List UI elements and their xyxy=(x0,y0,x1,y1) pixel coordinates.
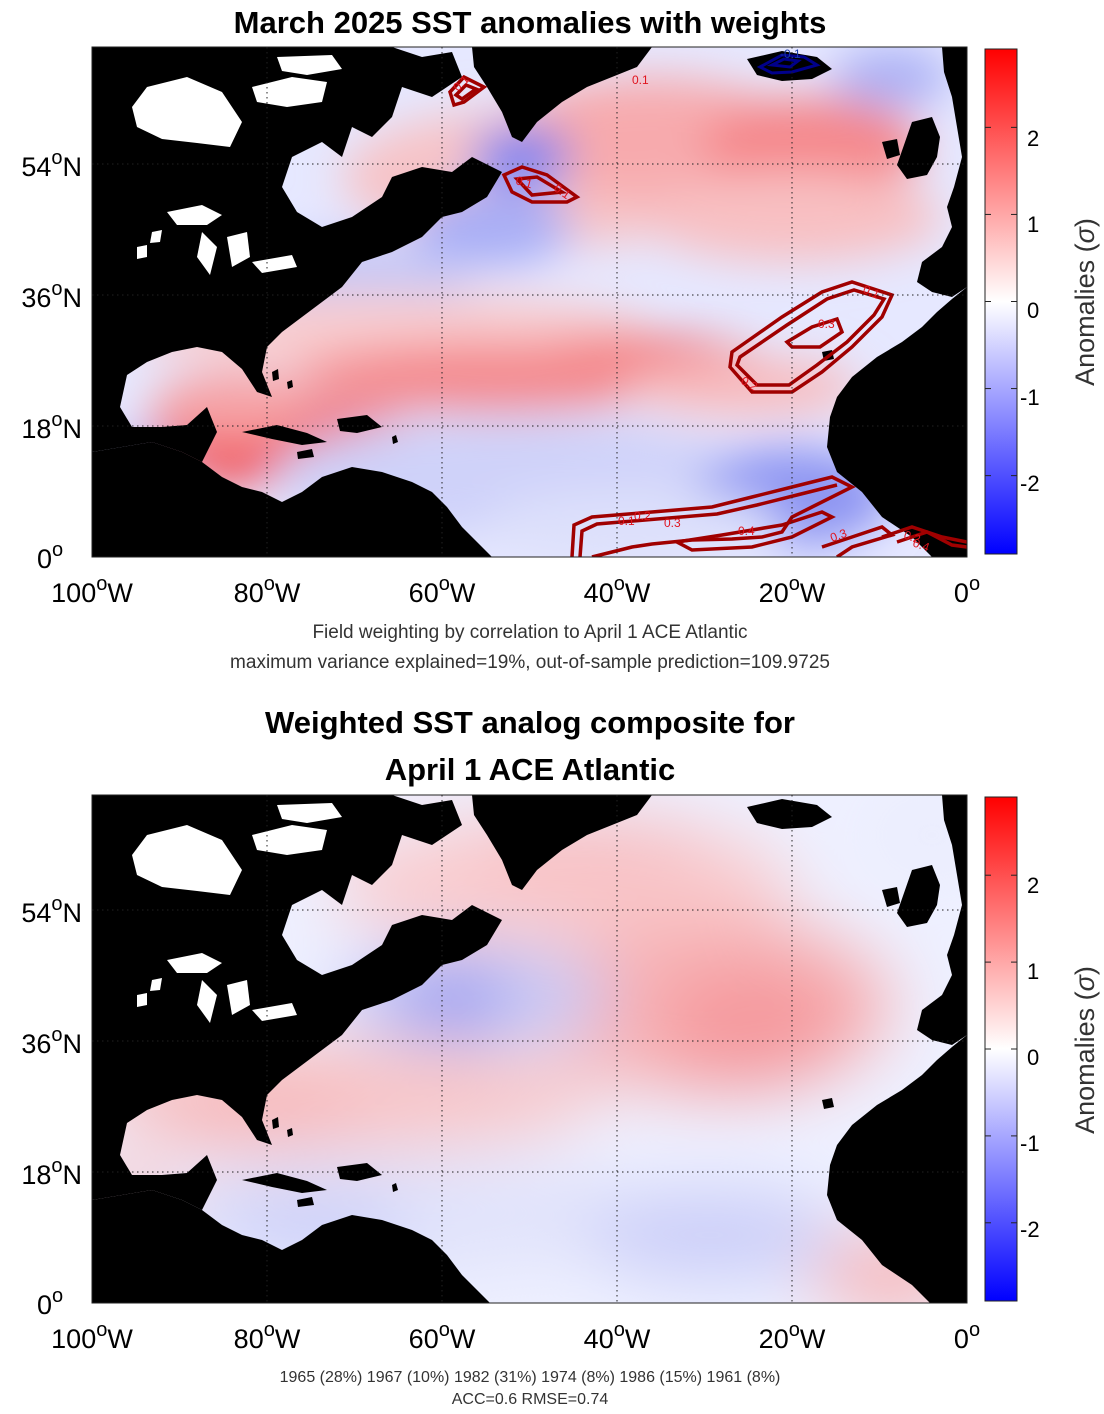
x-tick-label: 20oW xyxy=(759,573,826,608)
colorbar-tick: 0 xyxy=(1027,1045,1039,1070)
top-map xyxy=(92,47,967,557)
contour-label: 0.4 xyxy=(911,536,932,555)
colorbar-label: Anomalies (σ) xyxy=(1070,966,1100,1134)
svg-text:36oN: 36oN xyxy=(21,278,82,313)
bottom-map xyxy=(92,795,967,1303)
contour-label: 0.1 xyxy=(618,514,635,528)
top-y-axis: 0o 18oN 36oN 54oN xyxy=(21,147,82,574)
y-tick-label: 0o xyxy=(37,539,63,574)
colorbar-tick: 2 xyxy=(1027,873,1039,898)
y-tick-label: 54oN xyxy=(21,893,82,928)
svg-text:54oN: 54oN xyxy=(21,147,82,182)
x-tick-label: 100oW xyxy=(51,1319,133,1354)
x-tick-label: 80oW xyxy=(234,573,301,608)
top-gridlines xyxy=(92,47,967,557)
y-tick-label: 54oN xyxy=(21,147,82,182)
svg-text:0o: 0o xyxy=(37,539,63,574)
y-tick-label: 36oN xyxy=(21,1024,82,1059)
colorbar-tick: 2 xyxy=(1027,126,1039,151)
contour-label: 0.3 xyxy=(828,526,849,545)
contour-label: 0.1 xyxy=(514,173,534,191)
top-x-axis: 100oW 80oW 60oW 40oW 20oW 0o xyxy=(51,573,980,608)
x-tick-label: 40oW xyxy=(584,573,651,608)
top-anomaly-field xyxy=(92,47,967,557)
colorbar-tick: -2 xyxy=(1020,471,1040,496)
x-tick-label: 20oW xyxy=(759,1319,826,1354)
contour-label: 0.1 xyxy=(861,282,882,302)
x-tick-label: 60oW xyxy=(409,573,476,608)
colorbar-tick: 1 xyxy=(1027,212,1039,237)
contour-label: 0.4 xyxy=(738,524,755,538)
colorbar-tick: -1 xyxy=(1020,1131,1040,1156)
contour-label: 0.2 xyxy=(634,509,651,523)
top-subtitle-line-1: Field weighting by correlation to April … xyxy=(312,622,747,643)
x-tick-label: 0o xyxy=(954,573,980,608)
svg-text:18oN: 18oN xyxy=(21,409,82,444)
top-axes-frame xyxy=(91,46,968,558)
colorbar-tick: -1 xyxy=(1020,385,1040,410)
bottom-axes-frame xyxy=(91,794,968,1304)
bottom-panel: Weighted SST analog composite for April … xyxy=(21,705,1100,1408)
x-tick-label: 60oW xyxy=(409,1319,476,1354)
x-tick-label: 40oW xyxy=(584,1319,651,1354)
contour-label: 0.3 xyxy=(664,516,681,530)
y-tick-label: 18oN xyxy=(21,409,82,444)
x-tick-label: 0o xyxy=(954,1319,980,1354)
contour-label: 0.2 xyxy=(902,528,923,547)
y-tick-label: 0o xyxy=(37,1285,63,1320)
bottom-subtitle-skill: ACC=0.6 RMSE=0.74 xyxy=(452,1391,609,1408)
bottom-anomaly-field xyxy=(92,795,967,1303)
contour-label: 0.1 xyxy=(632,73,649,87)
top-negative-contour xyxy=(756,53,821,75)
colorbar-tick: 0 xyxy=(1027,298,1039,323)
colorbar-tick: 1 xyxy=(1027,959,1039,984)
x-tick-label: 80oW xyxy=(234,1319,301,1354)
y-tick-label: 36oN xyxy=(21,278,82,313)
top-colorbar: 2 1 0 -1 -2 Anomalies (σ) xyxy=(984,48,1100,555)
top-title: March 2025 SST anomalies with weights xyxy=(234,5,827,40)
bottom-x-axis: 100oW 80oW 60oW 40oW 20oW 0o xyxy=(51,1319,980,1354)
bottom-colorbar: 2 1 0 -1 -2 Anomalies (σ) xyxy=(984,796,1100,1302)
bottom-gridlines xyxy=(92,795,967,1303)
bottom-title-line-2: April 1 ACE Atlantic xyxy=(385,752,676,787)
contour-label: -0.1 xyxy=(780,47,801,61)
top-panel: March 2025 SST anomalies with weights xyxy=(21,5,1100,673)
top-subtitle-line-2: maximum variance explained=19%, out-of-s… xyxy=(230,652,830,673)
bottom-subtitle-analogs: 1965 (28%) 1967 (10%) 1982 (31%) 1974 (8… xyxy=(280,1369,781,1386)
top-weight-contours xyxy=(448,74,967,557)
colorbar-label: Anomalies (σ) xyxy=(1070,218,1100,386)
bottom-y-axis: 0o 18oN 36oN 54oN xyxy=(21,893,82,1320)
bottom-title-line-1: Weighted SST analog composite for xyxy=(265,705,795,740)
contour-label: 0.3 xyxy=(818,317,835,331)
x-tick-label: 100oW xyxy=(51,573,133,608)
colorbar-tick: -2 xyxy=(1020,1217,1040,1242)
y-tick-label: 18oN xyxy=(21,1155,82,1190)
